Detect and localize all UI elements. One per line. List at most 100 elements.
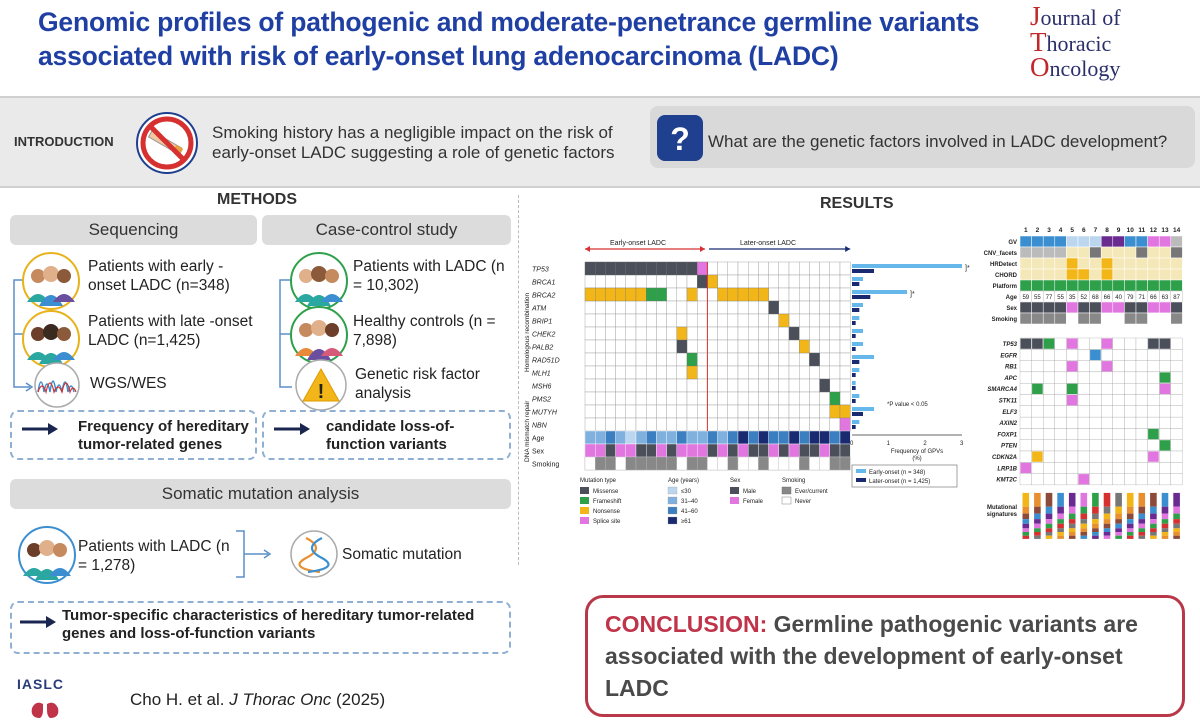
cell — [717, 378, 729, 393]
gene-cell — [1112, 473, 1125, 486]
journal-line-1: Journal of — [1030, 1, 1121, 31]
gene-cell — [1019, 450, 1032, 463]
annotation-cell — [1100, 268, 1114, 281]
gene-cell — [1101, 394, 1113, 406]
bar-early — [852, 303, 863, 307]
signature-segment — [1045, 532, 1053, 536]
cell — [584, 300, 596, 315]
gene-cell — [1066, 462, 1079, 474]
mutation-cell — [666, 261, 677, 276]
age-cell — [747, 430, 759, 445]
annotation-cell — [1124, 301, 1137, 314]
gene-cell — [1077, 428, 1090, 440]
svg-text:?: ? — [670, 121, 690, 157]
gene-cell — [1135, 450, 1148, 463]
bar-early — [852, 264, 962, 268]
legend-item: Male — [743, 489, 757, 495]
cell — [686, 378, 698, 393]
cell — [788, 391, 800, 406]
age-value: 40 — [1115, 295, 1122, 301]
signature-segment — [1161, 519, 1169, 524]
gene-cell — [1031, 349, 1044, 361]
cell — [737, 326, 749, 341]
gene-cell — [1147, 473, 1160, 486]
mutation-cell — [707, 274, 718, 289]
row-label: Smoking — [992, 317, 1018, 323]
wgs-wes-label: WGS/WES — [90, 375, 167, 392]
cell — [809, 365, 820, 380]
gene-cell — [1112, 405, 1125, 418]
sex-cell — [788, 443, 800, 458]
sex-cell — [717, 443, 729, 458]
gene-cell — [1112, 394, 1125, 406]
annotation-cell — [1158, 235, 1172, 248]
age-cell — [605, 430, 616, 445]
cell — [778, 365, 790, 380]
somatic-patients-icon — [18, 526, 76, 584]
signature-segment — [1103, 523, 1111, 529]
cell — [747, 352, 759, 367]
cell — [605, 326, 616, 341]
gene-cell — [1031, 428, 1044, 440]
gene-cell — [1066, 439, 1079, 452]
annotation-cell — [1077, 235, 1090, 248]
gene-cell — [1135, 416, 1148, 429]
signature-segment — [1057, 535, 1064, 539]
mutation-cell — [829, 404, 841, 419]
legend-item: Nonsense — [593, 509, 621, 515]
smoking-cell — [768, 456, 780, 471]
gene-label: MUTYH — [532, 410, 558, 417]
gene-cell — [1043, 428, 1055, 440]
axis-tick: 1 — [887, 441, 891, 447]
gene-label: FOXP1 — [997, 432, 1017, 438]
gene-cell — [1077, 383, 1090, 395]
signature-segment — [1115, 528, 1122, 532]
annotation-cell — [1089, 246, 1102, 259]
gene-cell — [1170, 439, 1183, 452]
annotation-cell — [1124, 257, 1137, 270]
legend-item: Splice site — [593, 519, 621, 525]
mutsig-label: signatures — [987, 512, 1018, 518]
smoking-cell — [686, 456, 698, 471]
cell — [594, 378, 606, 393]
mutation-cell — [839, 404, 851, 419]
cell — [758, 339, 769, 354]
age-cell — [788, 430, 800, 445]
legend-item: Missense — [593, 489, 619, 495]
gene-cell — [1089, 416, 1102, 429]
cell — [717, 326, 729, 341]
cell — [778, 300, 790, 315]
cell — [747, 391, 759, 406]
sex-cell — [737, 443, 749, 458]
cell — [707, 261, 718, 276]
cell — [656, 339, 667, 354]
cell — [737, 404, 749, 419]
cell — [625, 352, 637, 367]
bar-later — [852, 269, 874, 273]
annotation-cell — [1158, 312, 1172, 325]
signature-segment — [1138, 535, 1146, 539]
cell — [584, 391, 596, 406]
bar-later — [852, 360, 860, 364]
mutation-cell — [646, 261, 657, 276]
cell — [799, 404, 810, 419]
gene-cell — [1135, 405, 1148, 418]
annotation-cell — [1112, 268, 1125, 281]
age-cell — [778, 430, 790, 445]
gene-cell — [1077, 439, 1090, 452]
gene-cell — [1159, 405, 1171, 418]
cell — [788, 365, 800, 380]
cell — [656, 300, 667, 315]
bracket-connector — [236, 530, 272, 578]
cell — [686, 417, 698, 432]
annotation-cell — [1054, 301, 1067, 314]
cell — [605, 339, 616, 354]
cell — [788, 300, 800, 315]
cell — [839, 352, 851, 367]
cell — [635, 339, 647, 354]
signature-segment — [1138, 513, 1146, 520]
cell — [747, 261, 759, 276]
signature-segment — [1161, 535, 1169, 539]
annotation-cell — [1089, 279, 1102, 292]
cell — [707, 404, 718, 419]
